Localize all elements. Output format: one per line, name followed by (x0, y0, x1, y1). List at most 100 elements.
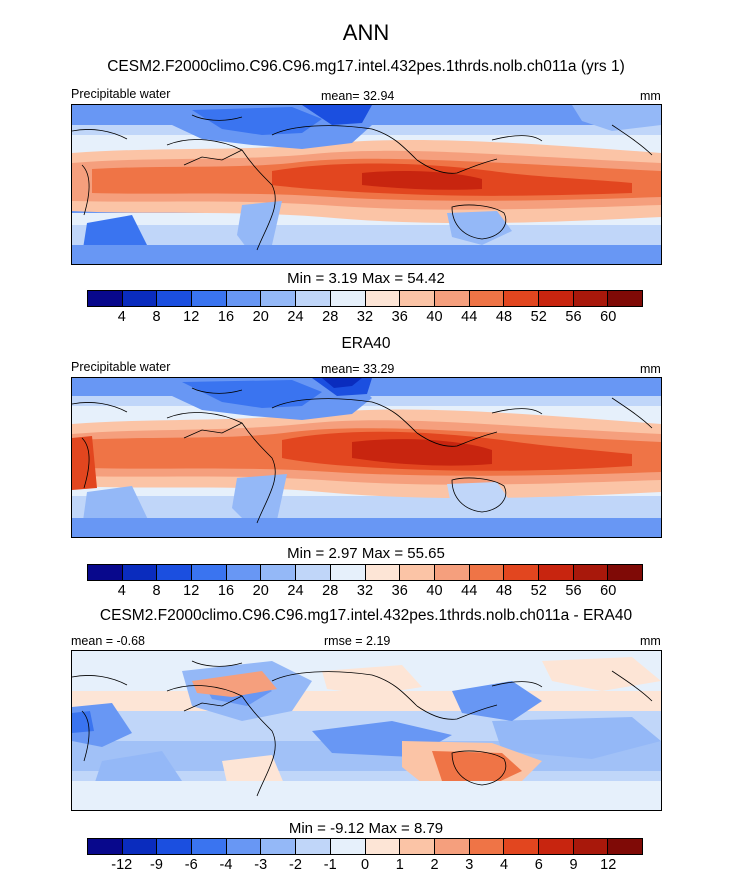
panel-3-mean: mean = -0.68 (71, 634, 146, 648)
colorbar-swatch (538, 839, 574, 854)
colorbar-swatch (400, 839, 435, 854)
colorbar-tick-label: 48 (495, 583, 513, 599)
panel-1-title: CESM2.F2000climo.C96.C96.mg17.intel.432p… (107, 58, 625, 75)
colorbar-swatch (469, 565, 505, 580)
colorbar-tick-label: 4 (117, 309, 126, 325)
colorbar-tick-label: 16 (217, 583, 235, 599)
panel-2-max-label: Max = (361, 545, 404, 562)
colorbar-tick-label: 20 (252, 309, 269, 325)
colorbar-swatch (400, 565, 435, 580)
panel-3-max-label: Max = (368, 820, 410, 837)
panel-1-min-label: Min = (287, 270, 325, 287)
colorbar-swatch (469, 291, 505, 306)
colorbar-swatch (261, 839, 297, 854)
colorbar-swatch (296, 839, 331, 854)
panel-1-variable-label: Precipitable water (71, 87, 171, 101)
colorbar-swatch (608, 565, 642, 580)
colorbar-tick-label: 36 (391, 309, 408, 325)
colorbar-swatch (226, 565, 262, 580)
colorbar-tick-label: 1 (395, 857, 404, 873)
colorbar-tick-label: -3 (254, 857, 268, 873)
colorbar-tick-label: 32 (356, 309, 374, 325)
panel-2-colorbar (87, 564, 643, 581)
panel-2-colorbar-ticks: 4 8 12 16 20 24 28 32 36 40 44 48 52 56 60 (87, 583, 643, 601)
colorbar-swatch (157, 565, 193, 580)
colorbar-tick-label: 44 (461, 309, 478, 325)
colorbar-swatch (296, 565, 331, 580)
panel-3-colorbar (87, 838, 643, 855)
colorbar-swatch (226, 839, 262, 854)
panel-1-unit: mm (640, 89, 661, 103)
colorbar-swatch (157, 839, 193, 854)
panel-3-min-label: Min = (288, 820, 326, 837)
colorbar-swatch (192, 565, 227, 580)
colorbar-swatch (330, 565, 366, 580)
colorbar-swatch (122, 565, 158, 580)
colorbar-swatch (434, 291, 470, 306)
panel-2-mean: mean= 33.29 (321, 362, 394, 376)
colorbar-tick-label: 28 (322, 309, 339, 325)
panel-1-max-value: 54.42 (407, 270, 445, 287)
colorbar-swatch (504, 839, 539, 854)
colorbar-swatch (365, 565, 401, 580)
panel-2-map (71, 377, 662, 538)
colorbar-swatch (434, 839, 470, 854)
colorbar-tick-label: -2 (289, 857, 302, 873)
panel-1-min-value: 3.19 (328, 270, 358, 287)
colorbar-tick-label: 12 (183, 309, 200, 325)
colorbar-swatch (122, 291, 158, 306)
colorbar-tick-label: 24 (287, 583, 304, 599)
panel-3-rmse: rmse = 2.19 (324, 634, 390, 648)
panel-2-variable-label: Precipitable water (71, 360, 171, 374)
colorbar-swatch (88, 291, 123, 306)
panel-3-rmse-label: rmse = (324, 634, 363, 648)
colorbar-tick-label: 8 (152, 309, 161, 325)
colorbar-tick-label: 40 (426, 309, 443, 325)
panel-2-title: ERA40 (341, 335, 391, 352)
colorbar-tick-label: 4 (499, 857, 509, 873)
panel-2-minmax: Min = 2.97 Max = 55.65 (0, 545, 732, 562)
colorbar-swatch (608, 839, 642, 854)
colorbar-swatch (504, 291, 539, 306)
panel-3-colorbar-ticks: -12 -9 -6 -4 -3 -2 -1 0 1 2 3 4 6 9 12 (87, 857, 643, 875)
colorbar-tick-label: 2 (430, 857, 439, 873)
colorbar-swatch (608, 291, 642, 306)
colorbar-swatch (330, 291, 366, 306)
colorbar-tick-label: 36 (391, 583, 408, 599)
colorbar-swatch (573, 839, 609, 854)
panel-2-max-value: 55.65 (407, 545, 445, 562)
panel-3-unit: mm (640, 634, 661, 648)
colorbar-swatch (88, 839, 123, 854)
colorbar-tick-label: 6 (534, 857, 543, 873)
colorbar-tick-label: 48 (495, 309, 513, 325)
colorbar-tick-label: 52 (530, 309, 547, 325)
colorbar-tick-label: 56 (565, 583, 582, 599)
colorbar-tick-label: -4 (219, 857, 233, 873)
colorbar-tick-label: 32 (356, 583, 374, 599)
panel-3-title: CESM2.F2000climo.C96.C96.mg17.intel.432p… (99, 607, 633, 624)
colorbar-swatch (192, 839, 227, 854)
colorbar-tick-label: 60 (600, 309, 617, 325)
colorbar-swatch (88, 565, 123, 580)
panel-2-mean-label: mean= (321, 362, 360, 376)
panel-3-min-value: -9.12 (330, 820, 365, 837)
colorbar-swatch (261, 291, 297, 306)
colorbar-tick-label: 8 (152, 583, 161, 599)
panel-3-rmse-value: 2.19 (366, 634, 391, 648)
panel-2-min-label: Min = (287, 545, 325, 562)
colorbar-tick-label: 28 (322, 583, 339, 599)
colorbar-tick-label: 3 (465, 857, 474, 873)
colorbar-tick-label: 44 (461, 583, 478, 599)
panel-1-mean: mean= 32.94 (321, 89, 394, 103)
colorbar-tick-label: -9 (150, 857, 163, 873)
colorbar-swatch (365, 839, 401, 854)
colorbar-swatch (330, 839, 366, 854)
panel-2-unit: mm (640, 362, 661, 376)
colorbar-swatch (157, 291, 193, 306)
panel-1-max-label: Max = (361, 270, 404, 287)
colorbar-tick-label: 56 (565, 309, 582, 325)
panel-1-mean-value: 32.94 (363, 89, 395, 103)
colorbar-swatch (538, 565, 574, 580)
colorbar-tick-label: -12 (111, 857, 133, 873)
colorbar-tick-label: 12 (600, 857, 617, 873)
